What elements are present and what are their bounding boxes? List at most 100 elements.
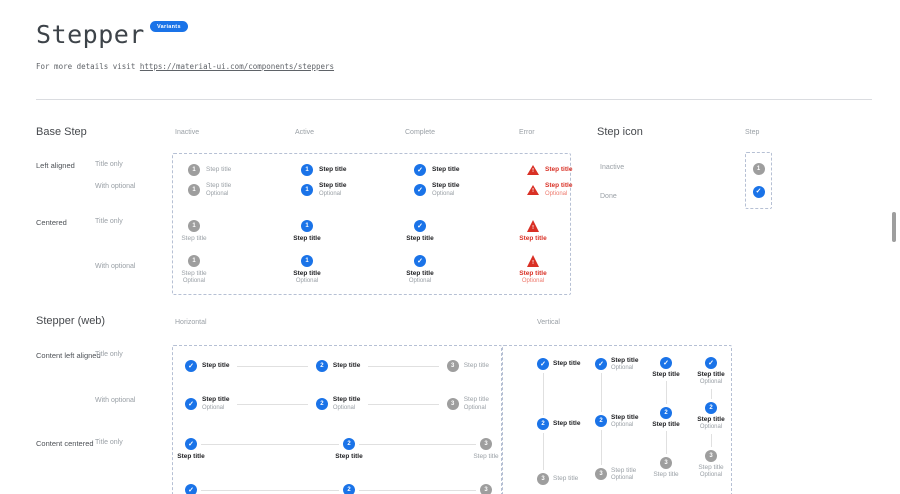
step-label: Step title [636,421,696,429]
step-check-icon: ✓ [705,357,717,369]
material-ui-link[interactable]: https://material-ui.com/components/stepp… [139,62,335,71]
step-title: Step title [202,396,230,404]
base-step-cell-error: ! Step title Optional [527,182,572,198]
base-step-cell-complete: ✓ Step title Optional [414,182,459,198]
step-number-icon-inactive: 1 [188,255,200,267]
step-title: Step title [181,235,207,242]
step-title: Step title [293,235,321,242]
step-number-icon-inactive: 1 [188,220,200,232]
step-title: Step title [697,371,725,378]
step-connector-line [711,389,712,399]
step-label: Step title [553,475,578,483]
step-connector-line [711,434,712,447]
column-header-inactive: Inactive [175,129,200,136]
step-check-icon: ✓ [185,360,197,372]
step-label: Step title [151,453,231,461]
vertical-stepper-container: ✓ Step title 2 Step title 3 Step title ✓ Step t… [502,345,732,494]
step-title: Step title [611,414,639,421]
step-title: Step title [319,165,347,173]
horizontal-stepper-container: ✓ Step title 2 Step title 3 Step title ✓ Step t… [172,345,502,494]
step-check-icon: ✓ [185,484,197,494]
step-label: Step title Optional [611,414,638,430]
step-label: Step title [464,362,489,370]
step-label: Step title [406,235,433,243]
step-title: Step title [206,182,232,190]
page-title: Stepper [36,20,145,49]
step-title: Step title [553,360,581,367]
step-label: Step title Optional [611,357,638,373]
step-number-icon-inactive: 3 [446,398,459,410]
step-icon-heading: Step icon [597,126,643,138]
step-number-icon-active: 1 [301,164,313,176]
horizontal-stepper-row: ✓ Step title 2 Step title 3 Step title [173,358,501,374]
base-step-examples-container: 1 Step title 1 Step title ✓ Step title! Step t… [172,153,572,295]
step-title: Step title [293,270,321,277]
step-title: Step title [432,182,460,190]
step-optional: Optional [521,278,545,285]
base-step-cell-error: ! Step title [527,162,572,178]
base-step-cell-active: 1 Step title [272,220,342,243]
column-header-horizontal: Horizontal [175,319,207,326]
step-number-icon-inactive: 3 [480,438,492,450]
step-title: Step title [177,453,205,460]
scrollbar-thumb[interactable] [892,212,896,242]
header-divider [36,99,872,100]
step-check-icon: ✓ [752,185,765,198]
step-title: Step title [653,471,679,478]
step-title: Step title [473,453,499,460]
step-label: Step title [636,471,696,479]
step-check-icon: ✓ [595,358,607,370]
step-label: Step title [319,166,346,174]
sub-label-title-only: Title only [95,439,123,446]
step-optional: Optional [295,278,319,285]
step-number-icon-active: 1 [301,220,313,232]
subtitle: For more details visit https://material-… [36,62,334,71]
step-title: Step title [545,165,573,173]
step-check-icon: ✓ [414,255,426,267]
step-number-icon-active: 2 [343,484,355,494]
base-step-heading: Base Step [36,126,87,138]
base-step-cell-error: ! Step title [498,220,568,243]
step-title: Step title [206,165,232,173]
exclamation-glyph: ! [532,259,534,266]
sub-label-title-only: Title only [95,351,123,358]
step-label: Step title [432,166,459,174]
step-title: Step title [519,235,547,242]
step-number-icon-active: 2 [705,402,717,414]
step-optional: Optional [202,404,225,411]
step-label: Step title Optional [545,182,572,198]
step-label: Step title Optional [519,270,546,286]
step-optional: Optional [611,475,634,482]
step-connector-line [368,365,439,367]
step-title: Step title [652,371,680,378]
step-label: Step title Optional [319,182,346,198]
step-title: Step title [181,270,207,277]
base-step-cell-error: ! Step title Optional [498,255,568,286]
horizontal-step-complete: ✓ Step title [185,360,229,372]
step-label: Step title [309,453,389,461]
step-check-icon: ✓ [185,438,197,450]
step-title: Step title [332,396,361,404]
row-label-content-centered: Content centered [36,439,94,448]
error-warning-icon: ! [527,220,539,232]
horizontal-step-active: 2 Step title Optional [315,396,361,412]
step-label: Step title Optional [681,371,741,387]
sub-label-with-optional: With optional [95,397,136,404]
exclamation-glyph: ! [532,224,534,231]
step-optional: Optional [699,472,723,479]
step-label: Step title [333,362,360,370]
step-label: Step title [446,453,526,461]
step-number-icon-active: 2 [343,438,355,450]
base-step-cell-complete: ✓ Step title Optional [385,255,455,286]
exclamation-glyph: ! [532,187,534,194]
horizontal-step-inactive: 3 Step title [446,360,489,372]
step-title: Step title [545,182,573,190]
step-check-icon: ✓ [414,220,426,232]
step-connector-line [543,373,544,415]
step-connector-line [201,490,339,491]
step-title: Step title [463,396,490,404]
step-connector-line [237,403,308,405]
variants-badge: Variants [150,21,188,32]
step-check-icon: ✓ [537,358,549,370]
